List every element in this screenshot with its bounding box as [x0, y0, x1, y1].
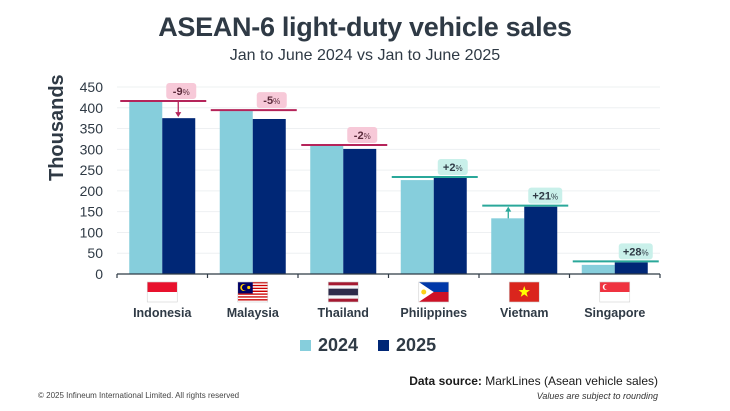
x-tick-label: Singapore [584, 306, 645, 320]
indonesia-flag-icon [146, 281, 178, 303]
data-source-value: MarkLines (Asean vehicle sales) [481, 374, 658, 388]
change-label: -5% [263, 95, 280, 107]
x-tick-label: Indonesia [133, 306, 192, 320]
y-axis-label: Thousands [46, 74, 68, 181]
bar-2025-vietnam [524, 206, 558, 274]
legend-swatch-2024 [300, 340, 311, 351]
bar-2024-vietnam [491, 218, 525, 274]
change-value: -9 [173, 86, 183, 98]
x-tick-label: Malaysia [227, 306, 280, 320]
bar-2025-singapore [614, 262, 648, 274]
percent-sign: % [183, 88, 190, 97]
change-value: -2 [354, 130, 364, 142]
chart-title: ASEAN-6 light-duty vehicle sales [158, 12, 572, 42]
y-tick-label: 50 [87, 245, 103, 261]
percent-sign: % [273, 97, 280, 106]
y-tick-label: 200 [80, 183, 104, 199]
y-tick-label: 400 [80, 100, 104, 116]
bar-2025-philippines [433, 178, 467, 274]
change-value: +21 [532, 191, 551, 203]
change-label: +2% [443, 162, 463, 174]
y-tick-label: 150 [80, 204, 104, 220]
y-tick-label: 350 [80, 121, 104, 137]
chart-subtitle: Jan to June 2024 vs Jan to June 2025 [229, 47, 501, 64]
y-tick-label: 0 [95, 266, 103, 282]
bar-2024-thailand [310, 146, 344, 274]
data-source: Data source: MarkLines (Asean vehicle sa… [409, 374, 658, 388]
change-value: +2 [443, 162, 456, 174]
change-label-box [437, 159, 468, 176]
vietnam-flag-icon [508, 281, 540, 303]
change-value: -5 [263, 95, 273, 107]
y-tick-label: 300 [80, 141, 104, 157]
bar-2025-thailand [343, 148, 377, 274]
arrow-up-icon [505, 206, 512, 212]
percent-sign: % [551, 193, 558, 202]
bar-2024-indonesia [129, 101, 163, 275]
percent-sign: % [642, 248, 649, 257]
x-tick-label: Philippines [400, 306, 467, 320]
change-label-box [256, 92, 287, 109]
percent-sign: % [364, 132, 371, 141]
legend-item-2025: 2025 [378, 335, 436, 356]
malaysia-flag-icon [237, 281, 269, 303]
change-label-box [618, 243, 653, 260]
change-label: -2% [354, 130, 371, 142]
copyright: © 2025 Infineum International Limited. A… [38, 391, 240, 400]
legend-swatch-2025 [378, 340, 390, 351]
bar-2024-philippines [400, 180, 434, 274]
x-tick-label: Vietnam [500, 306, 548, 320]
bar-2024-singapore [581, 264, 615, 274]
rounding-note: Values are subject to rounding [536, 391, 658, 401]
percent-sign: % [455, 164, 462, 173]
philippines-flag-icon [418, 281, 450, 303]
bar-2025-malaysia [252, 118, 286, 275]
change-label: -9% [173, 86, 190, 98]
y-tick-label: 250 [80, 162, 104, 178]
change-label-box [528, 187, 563, 204]
legend: 2024 2025 [300, 335, 456, 356]
data-source-label: Data source: [409, 374, 482, 388]
x-tick-label: Thailand [318, 306, 369, 320]
legend-label-2025: 2025 [396, 335, 437, 355]
legend-item-2024: 2024 [300, 335, 358, 356]
legend-label-2024: 2024 [318, 335, 359, 355]
thailand-flag-icon [327, 281, 359, 303]
arrow-down-icon [175, 112, 182, 118]
bar-2024-malaysia [219, 111, 253, 274]
y-tick-label: 100 [80, 224, 104, 240]
bar-2025-indonesia [162, 118, 196, 275]
change-value: +28 [623, 246, 642, 258]
change-label-box [347, 127, 378, 144]
singapore-flag-icon [599, 281, 631, 303]
y-tick-label: 450 [80, 79, 104, 95]
change-label-box [166, 82, 197, 99]
change-label: +28% [623, 246, 649, 258]
change-label: +21% [532, 191, 558, 203]
